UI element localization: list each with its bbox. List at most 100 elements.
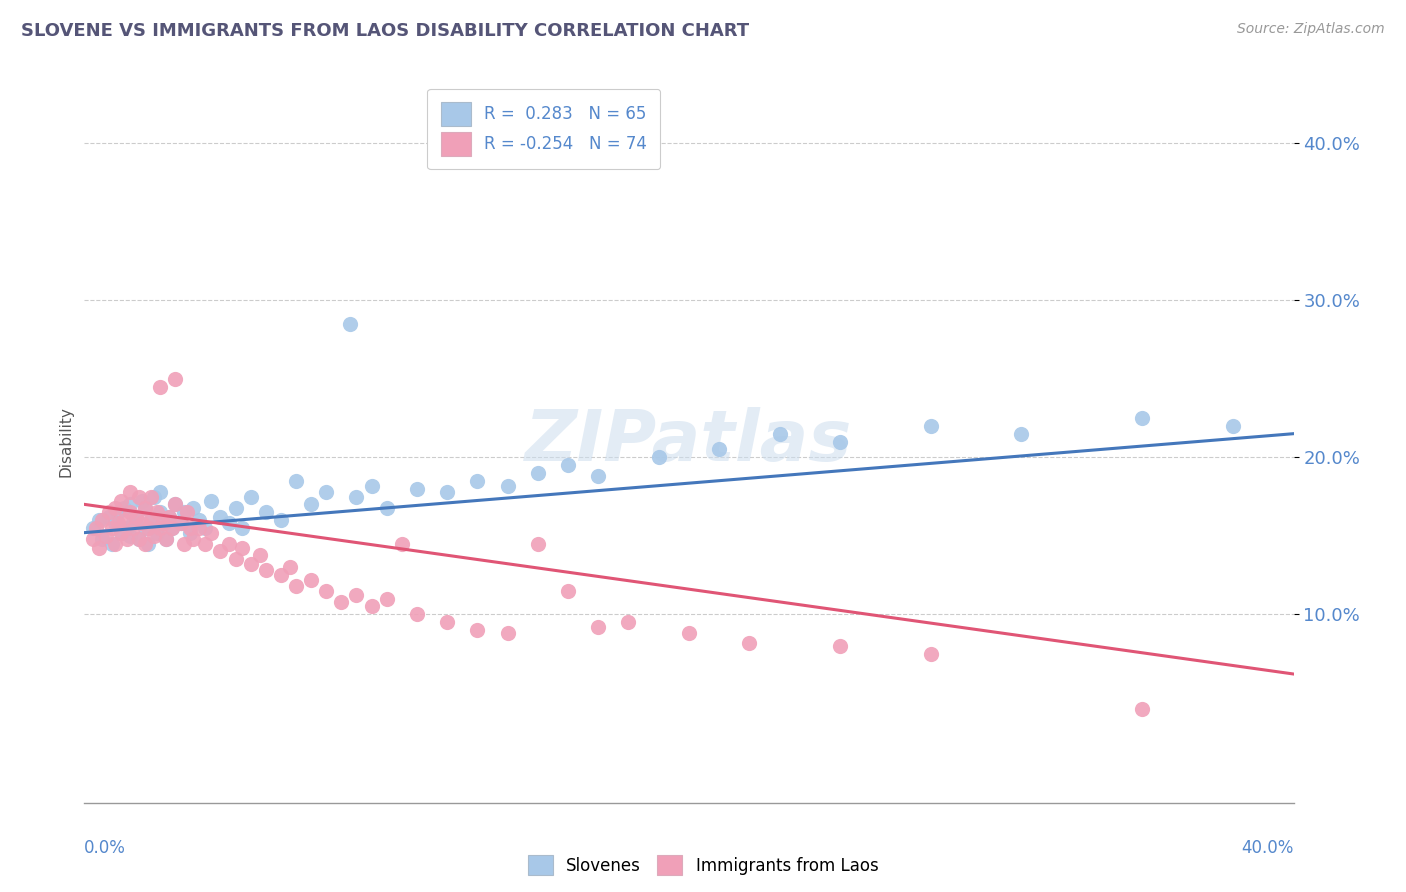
Point [89,513,111,527]
Point [149,505,172,519]
Point [125,510,148,524]
Point [146,505,169,519]
Point [170,516,193,531]
Point [110,525,132,540]
Point [270,568,292,582]
Point [830,434,852,449]
Point [165,497,187,511]
Point [152,516,174,531]
Point [149,521,172,535]
Point [496,626,519,640]
Point [557,583,579,598]
Text: 0.0%: 0.0% [84,839,127,857]
Point [134,500,156,515]
Point [299,573,322,587]
Point [299,497,322,511]
Point [194,536,217,550]
Point [375,500,398,515]
Point [86,521,108,535]
Point [97,505,120,519]
Point [139,490,162,504]
Point [920,418,942,433]
Point [346,589,368,603]
Point [100,536,122,550]
Point [118,484,141,499]
Legend: R =  0.283   N = 65, R = -0.254   N = 74: R = 0.283 N = 65, R = -0.254 N = 74 [427,88,661,169]
Point [254,505,277,519]
Point [104,500,127,515]
Point [128,532,150,546]
Point [107,516,129,531]
Point [131,494,153,508]
Text: SLOVENE VS IMMIGRANTS FROM LAOS DISABILITY CORRELATION CHART: SLOVENE VS IMMIGRANTS FROM LAOS DISABILI… [21,22,749,40]
Point [360,599,382,614]
Point [121,521,143,535]
Point [115,521,138,535]
Point [149,379,172,393]
Point [146,525,169,540]
Point [91,513,114,527]
Point [830,639,852,653]
Point [134,500,156,515]
Point [125,510,148,524]
Point [588,620,610,634]
Point [285,474,308,488]
Point [136,521,159,535]
Point [104,516,127,531]
Point [142,490,165,504]
Point [89,541,111,556]
Point [181,500,204,515]
Point [360,478,382,492]
Point [1011,426,1033,441]
Point [173,505,195,519]
Point [200,525,222,540]
Point [1130,411,1153,425]
Legend: Slovenes, Immigrants from Laos: Slovenes, Immigrants from Laos [520,848,886,882]
Point [406,482,429,496]
Point [100,521,122,535]
Point [346,490,368,504]
Point [118,505,141,519]
Point [218,516,240,531]
Point [157,510,180,524]
Point [467,623,489,637]
Point [134,521,156,535]
Point [467,474,489,488]
Point [94,529,117,543]
Point [118,529,141,543]
Point [115,532,138,546]
Point [181,532,204,546]
Y-axis label: Disability: Disability [58,406,73,477]
Point [436,615,458,630]
Point [406,607,429,622]
Point [152,516,174,531]
Point [920,647,942,661]
Point [218,536,240,550]
Point [617,615,640,630]
Text: ZIPatlas: ZIPatlas [526,407,852,476]
Point [173,536,195,550]
Point [160,521,183,535]
Point [131,516,153,531]
Point [436,484,458,499]
Point [249,548,271,562]
Point [157,510,180,524]
Point [139,513,162,527]
Point [194,521,217,535]
Point [121,516,143,531]
Point [315,583,337,598]
Point [128,490,150,504]
Point [239,490,262,504]
Point [254,563,277,577]
Point [139,513,162,527]
Point [315,484,337,499]
Point [107,505,129,519]
Point [769,426,792,441]
Point [527,536,550,550]
Point [176,505,198,519]
Point [188,521,211,535]
Point [375,591,398,606]
Point [209,544,232,558]
Point [588,469,610,483]
Point [104,536,127,550]
